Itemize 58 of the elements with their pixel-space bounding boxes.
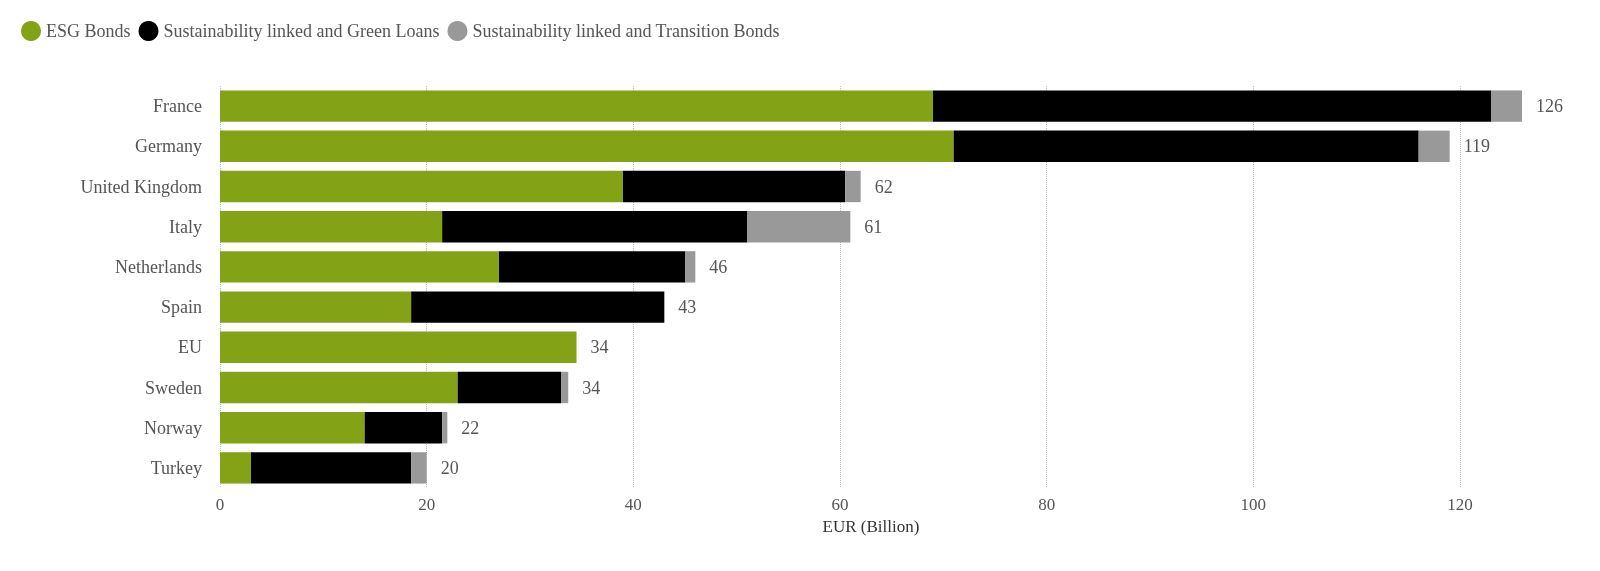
bar (561, 371, 569, 404)
bar (442, 211, 747, 243)
legend-label: Sustainability linked and Transition Bonds (472, 21, 780, 41)
y-tick-label: France (153, 96, 202, 117)
y-tick-label: Norway (144, 417, 202, 438)
bar (442, 412, 448, 444)
bar (499, 251, 685, 283)
y-tick-label: EU (178, 337, 202, 358)
total-label: 43 (678, 297, 697, 318)
total-label: 61 (864, 216, 883, 237)
bar (845, 170, 861, 203)
bar (220, 452, 251, 484)
x-tick-label: 40 (624, 495, 642, 514)
x-tick-label: 120 (1447, 495, 1473, 514)
x-tick-label: 0 (215, 495, 225, 514)
bar (220, 291, 412, 323)
legend-label: Sustainability linked and Green Loans (163, 21, 440, 41)
bar (933, 90, 1491, 122)
legend-label: ESG Bonds (46, 21, 131, 41)
bar (457, 371, 561, 404)
total-label: 22 (461, 417, 480, 438)
total-label: 126 (1536, 96, 1563, 117)
x-axis-title: EUR (Billion) (822, 517, 920, 536)
total-label: 62 (874, 176, 893, 197)
bar (220, 130, 954, 162)
bar (220, 371, 458, 404)
bar (685, 251, 696, 283)
total-label: 119 (1463, 136, 1491, 157)
bar (747, 211, 851, 243)
bar (220, 331, 577, 363)
x-tick-label: 80 (1038, 495, 1056, 514)
y-tick-label: Sweden (145, 377, 202, 398)
bar (220, 170, 623, 203)
total-label: 34 (582, 377, 601, 398)
bar (953, 130, 1419, 162)
bar (251, 452, 412, 484)
y-tick-label: Italy (169, 216, 202, 237)
bar (220, 211, 443, 243)
x-tick-label: 60 (831, 495, 849, 514)
y-tick-label: Netherlands (115, 256, 202, 277)
y-tick-label: Turkey (150, 457, 202, 478)
bar (623, 170, 846, 203)
bar (364, 412, 443, 444)
bar (411, 452, 427, 484)
x-tick-label: 20 (418, 495, 436, 514)
x-tick-label: 100 (1240, 495, 1267, 514)
bar (1418, 130, 1450, 162)
total-label: 46 (709, 256, 728, 277)
total-label: 34 (590, 337, 609, 358)
bar (411, 291, 665, 323)
bar (1491, 90, 1522, 122)
bar (220, 90, 933, 122)
total-label: 20 (440, 457, 459, 478)
y-tick-label: United Kingdom (80, 176, 202, 197)
bar (220, 412, 365, 444)
y-tick-label: Germany (135, 136, 202, 157)
bar (220, 251, 499, 283)
y-tick-label: Spain (160, 297, 202, 318)
